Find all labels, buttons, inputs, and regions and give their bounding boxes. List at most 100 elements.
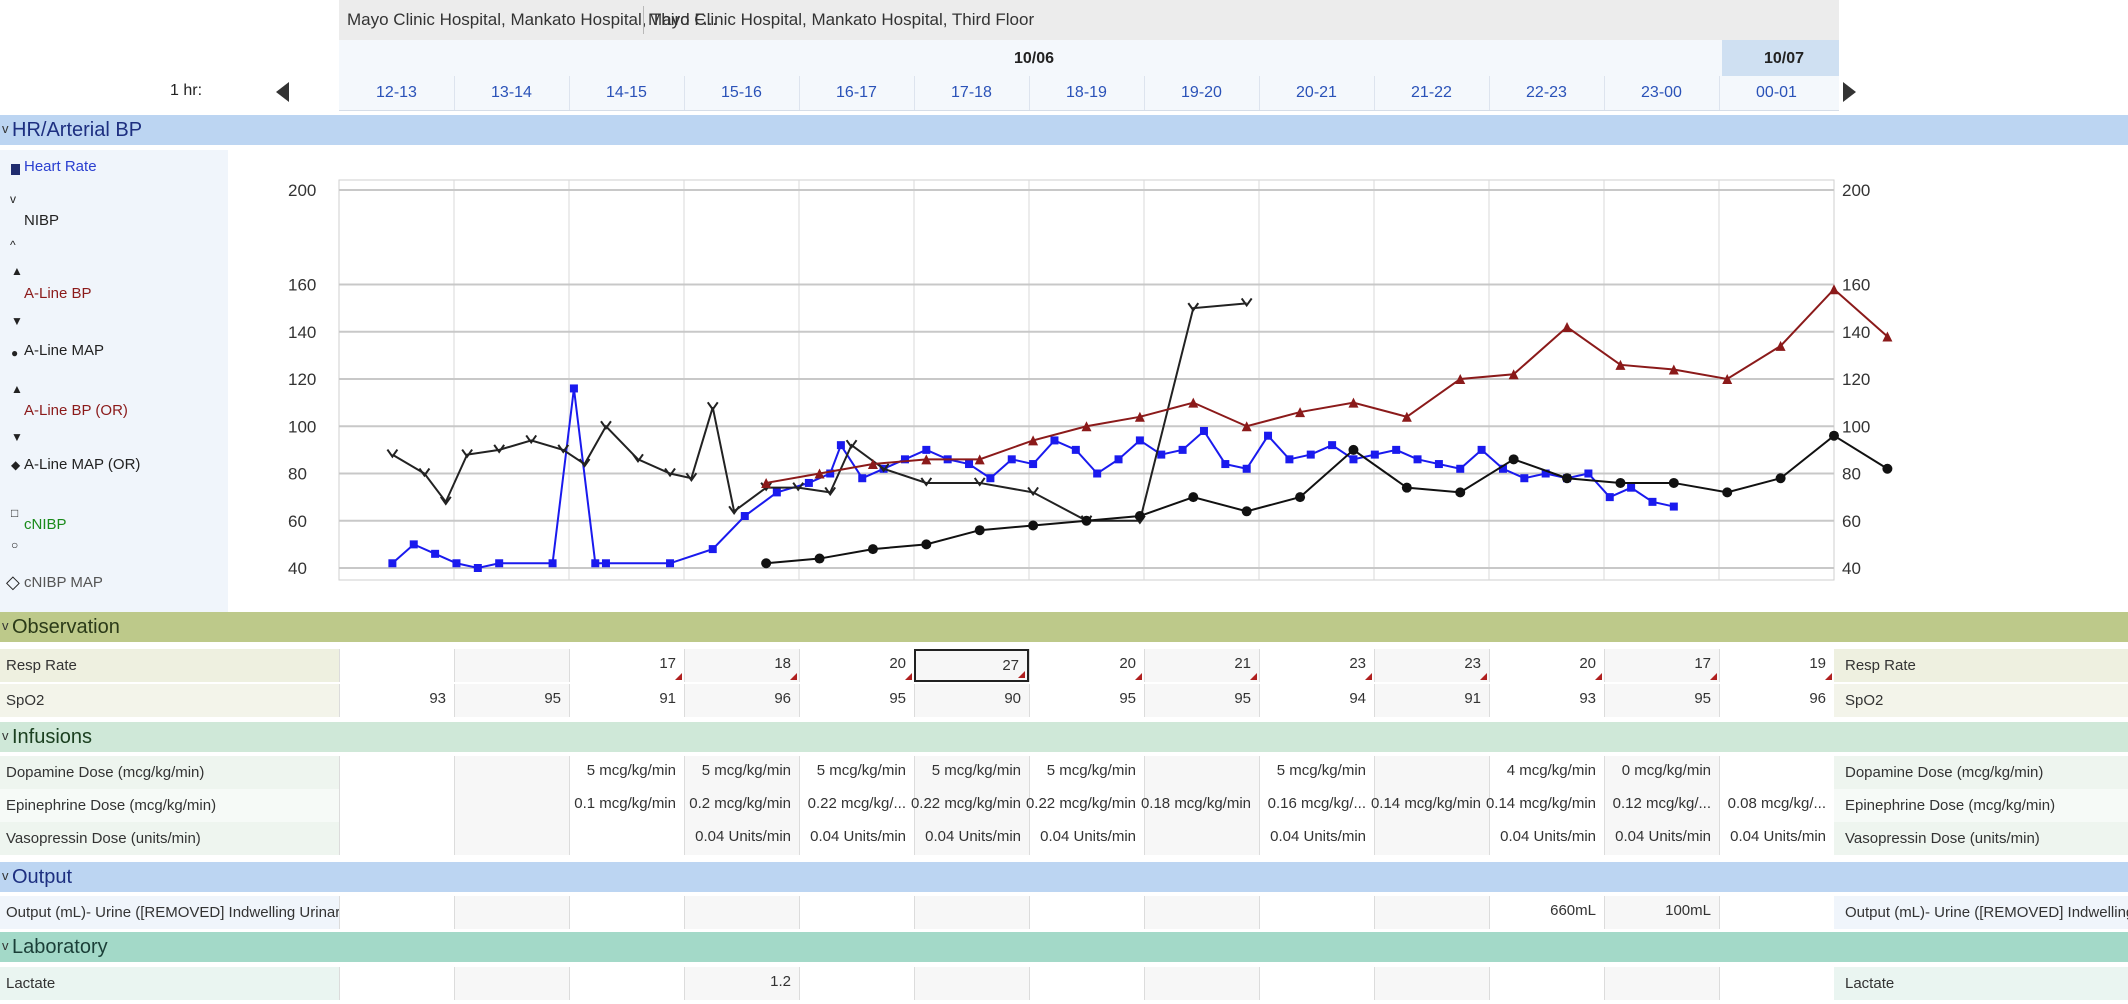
hour-label[interactable]: 00-01 [1756,84,1797,101]
data-cell[interactable]: 0.04 Units/min [1604,822,1719,855]
data-cell[interactable]: 0.16 mcg/kg/... [1259,789,1374,822]
comment-marker-icon[interactable] [790,673,797,680]
comment-marker-icon[interactable] [1135,673,1142,680]
data-cell[interactable] [1719,756,1834,789]
legend-cnibp[interactable]: cNIBP [24,516,67,533]
scroll-left-arrow-icon[interactable] [276,82,289,102]
data-cell[interactable]: 95 [1144,684,1259,717]
legend-aline-map[interactable]: A-Line MAP [24,342,105,359]
data-cell[interactable]: 95 [1604,684,1719,717]
data-cell[interactable] [454,649,569,682]
collapse-chevron-icon[interactable]: v [2,121,9,136]
data-cell[interactable] [1374,756,1489,789]
hour-label[interactable]: 23-00 [1641,84,1682,101]
section-infusions[interactable]: v Infusions [0,722,2128,752]
data-cell[interactable]: 91 [569,684,684,717]
hour-label[interactable]: 13-14 [491,84,532,101]
legend-aline-bp[interactable]: A-Line BP [24,285,92,302]
data-cell[interactable]: 20 [1489,649,1604,682]
data-cell[interactable] [339,967,454,1000]
data-cell[interactable] [454,967,569,1000]
data-cell[interactable]: 0.08 mcg/kg/... [1719,789,1834,822]
hour-label[interactable]: 17-18 [951,84,992,101]
section-output[interactable]: v Output [0,862,2128,892]
data-cell[interactable] [1374,967,1489,1000]
data-cell[interactable] [1719,896,1834,929]
scroll-right-arrow-icon[interactable] [1843,82,1856,102]
data-cell[interactable] [339,822,454,855]
collapse-chevron-icon[interactable]: v [2,938,9,953]
data-cell[interactable]: 0.18 mcg/kg/min [1141,789,1259,822]
data-cell[interactable] [1374,896,1489,929]
data-cell[interactable] [799,967,914,1000]
hour-label[interactable]: 18-19 [1066,84,1107,101]
data-cell[interactable]: 0.1 mcg/kg/min [569,789,684,822]
legend-nibp[interactable]: NIBP [24,212,60,229]
data-cell[interactable]: 0.14 mcg/kg/min [1486,789,1604,822]
data-cell[interactable] [454,756,569,789]
data-cell[interactable] [454,896,569,929]
data-cell[interactable]: 5 mcg/kg/min [914,756,1029,789]
hour-label[interactable]: 14-15 [606,84,647,101]
comment-marker-icon[interactable] [1710,673,1717,680]
comment-marker-icon[interactable] [1365,673,1372,680]
data-cell[interactable]: 95 [799,684,914,717]
data-cell[interactable]: 0.22 mcg/kg/min [1026,789,1144,822]
data-cell[interactable] [569,896,684,929]
data-cell[interactable]: 0.04 Units/min [1719,822,1834,855]
data-cell[interactable]: 21 [1144,649,1259,682]
data-cell[interactable] [569,822,684,855]
data-cell[interactable]: 1.2 [684,967,799,1000]
data-cell[interactable]: 0 mcg/kg/min [1604,756,1719,789]
hour-label[interactable]: 22-23 [1526,84,1567,101]
data-cell[interactable]: 100mL [1604,896,1719,929]
data-cell[interactable]: 0.04 Units/min [799,822,914,855]
data-cell[interactable] [339,789,454,822]
hour-label[interactable]: 19-20 [1181,84,1222,101]
legend-cnibp-map[interactable]: cNIBP MAP [24,574,103,591]
data-cell[interactable] [1719,967,1834,1000]
data-cell[interactable]: 93 [339,684,454,717]
hour-label[interactable]: 21-22 [1411,84,1452,101]
collapse-chevron-icon[interactable]: v [2,618,9,633]
data-cell[interactable]: 17 [569,649,684,682]
data-cell[interactable]: 95 [454,684,569,717]
hr-bp-chart[interactable]: 200 200 160 160 140 140 120 120 100 100 80 80 60 60 40… [228,150,2128,612]
data-cell[interactable]: 0.2 mcg/kg/min [684,789,799,822]
data-cell[interactable]: 94 [1259,684,1374,717]
data-cell[interactable] [1029,967,1144,1000]
section-observation[interactable]: v Observation [0,612,2128,642]
data-cell[interactable]: 96 [684,684,799,717]
data-cell[interactable]: 660mL [1489,896,1604,929]
comment-marker-icon[interactable] [905,673,912,680]
hour-label[interactable]: 20-21 [1296,84,1337,101]
data-cell[interactable] [914,967,1029,1000]
data-cell[interactable]: 0.12 mcg/kg/... [1604,789,1719,822]
data-cell[interactable]: 20 [799,649,914,682]
collapse-chevron-icon[interactable]: v [2,728,9,743]
data-cell[interactable]: 5 mcg/kg/min [1259,756,1374,789]
section-laboratory[interactable]: v Laboratory [0,932,2128,962]
data-cell[interactable] [1374,822,1489,855]
data-cell[interactable] [1604,967,1719,1000]
data-cell[interactable] [1259,967,1374,1000]
comment-marker-icon[interactable] [675,673,682,680]
legend-heart-rate[interactable]: Heart Rate [24,158,97,175]
data-cell[interactable]: 18 [684,649,799,682]
data-cell[interactable] [569,967,684,1000]
legend-aline-map-or[interactable]: A-Line MAP (OR) [24,456,141,473]
comment-marker-icon[interactable] [1595,673,1602,680]
data-cell[interactable] [1144,756,1259,789]
data-cell[interactable]: 5 mcg/kg/min [569,756,684,789]
data-cell[interactable]: 0.04 Units/min [1029,822,1144,855]
data-cell[interactable] [1144,896,1259,929]
data-cell[interactable]: 0.04 Units/min [1489,822,1604,855]
legend-aline-bp-or[interactable]: A-Line BP (OR) [24,402,128,419]
data-cell[interactable] [339,896,454,929]
data-cell[interactable] [454,789,569,822]
data-cell[interactable]: 93 [1489,684,1604,717]
data-cell[interactable]: 5 mcg/kg/min [1029,756,1144,789]
data-cell[interactable]: 0.22 mcg/kg/min [911,789,1029,822]
section-hr-bp[interactable]: v HR/Arterial BP [0,115,2128,145]
data-cell[interactable]: 0.14 mcg/kg/min [1371,789,1489,822]
